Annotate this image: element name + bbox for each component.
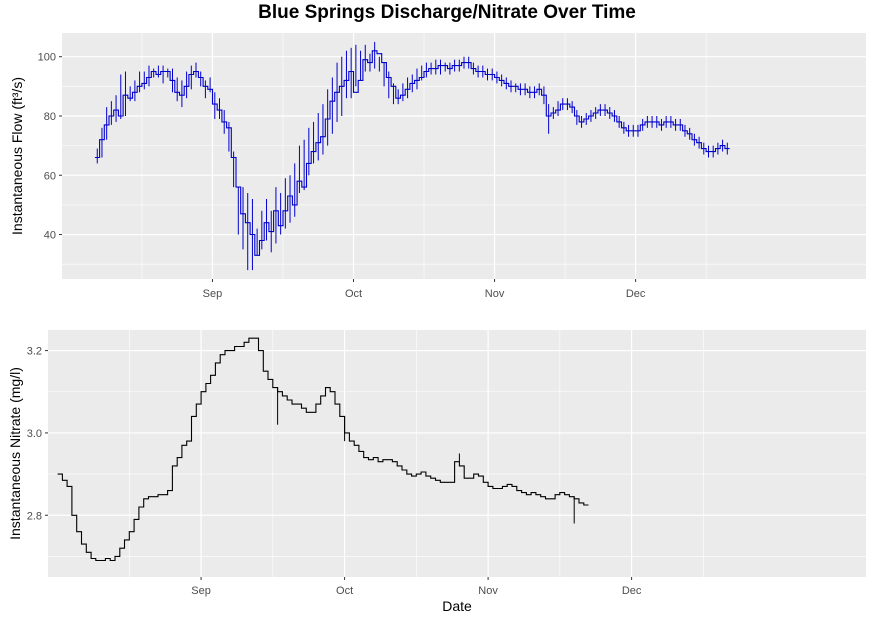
y-tick-label: 100: [38, 52, 56, 64]
nitrate-y-axis-title: Instantaneous Nitrate (mg/l): [7, 367, 23, 540]
x-axis-title: Date: [442, 598, 472, 614]
panel-background: [62, 33, 866, 279]
x-tick-label: Nov: [478, 585, 498, 597]
x-tick-label: Sep: [203, 288, 223, 300]
y-tick-label: 2.8: [27, 510, 42, 522]
nitrate-panel: 2.8 3.0 3.2 Sep Oct Nov Dec: [27, 330, 866, 597]
x-tick-label: Dec: [622, 585, 642, 597]
x-tick-label: Oct: [336, 585, 353, 597]
y-tick-label: 3.0: [27, 428, 42, 440]
flow-panel: 40 60 80 100 Sep Oct Nov Dec: [38, 33, 866, 300]
y-tick-label: 80: [44, 111, 56, 123]
x-tick-label: Dec: [626, 288, 646, 300]
panel-background: [48, 330, 866, 577]
flow-y-axis-title: Instantaneous Flow (ft³/s): [9, 77, 25, 235]
y-tick-label: 40: [44, 230, 56, 242]
y-tick-label: 3.2: [27, 346, 42, 358]
x-tick-label: Oct: [345, 288, 362, 300]
y-tick-label: 60: [44, 170, 56, 182]
x-tick-label: Sep: [191, 585, 211, 597]
x-tick-label: Nov: [485, 288, 505, 300]
